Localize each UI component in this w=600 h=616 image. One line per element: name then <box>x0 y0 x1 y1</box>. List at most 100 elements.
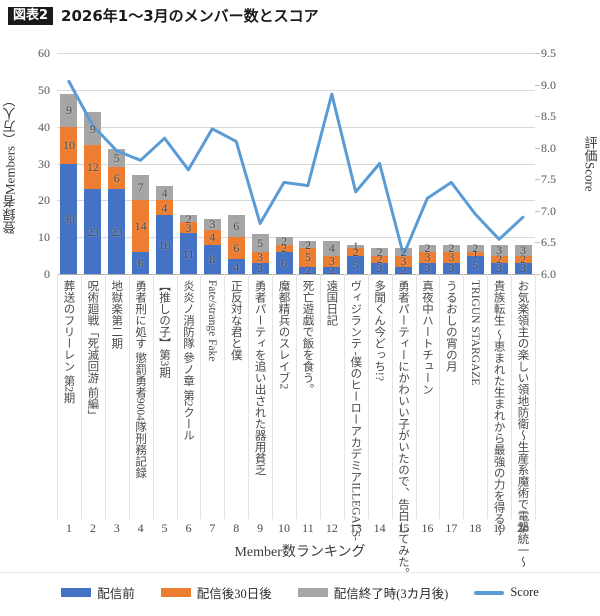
bar-value-label: 11 <box>182 246 195 261</box>
bar-segment: 4 <box>203 229 221 245</box>
legend-item[interactable]: Score <box>474 585 539 600</box>
y-axis-left-tick: 40 <box>38 119 50 134</box>
bar-value-label: 23 <box>86 224 99 239</box>
x-axis-category-label: 貴族転生 ～恵まれた生まれから最強の力を得る～ <box>492 280 505 536</box>
bar-column[interactable]: 4 4 16 <box>156 185 174 274</box>
x-axis-category-label: 遠国日記 <box>325 280 338 326</box>
x-axis-rank-tick: 4 <box>137 521 144 535</box>
page-title: 2026年1〜3月のメンバー数とスコア <box>61 7 319 25</box>
bar-segment: 10 <box>60 126 78 164</box>
bar-value-label: 5 <box>257 235 264 250</box>
bar-value-label: 2 <box>472 241 479 256</box>
bar-value-label: 5 <box>352 257 359 272</box>
legend-label: Score <box>510 585 539 599</box>
x-axis-rank-tick: 20 <box>517 521 530 535</box>
bar-segment: 16 <box>156 215 174 274</box>
bar-segment: 3 <box>179 222 197 234</box>
bar-value-label: 2 <box>448 241 455 256</box>
bar-value-label: 1 <box>352 239 359 254</box>
y-axis-left-tick: 60 <box>38 46 50 60</box>
x-axis-rank-tick: 11 <box>302 521 314 535</box>
bar-segment: 3 <box>251 261 269 276</box>
gridline <box>57 53 535 54</box>
y-axis-right-title: 評価Score <box>582 136 598 192</box>
x-axis-rank-tick: 15 <box>397 521 410 535</box>
bar-value-label: 4 <box>209 230 216 245</box>
x-axis-category-label: 炎炎ノ消防隊 參ノ章 第2クール <box>181 280 194 441</box>
y-axis-left-tick: 0 <box>44 267 50 281</box>
bar-column[interactable]: 2 3 11 <box>179 213 197 274</box>
bar-column[interactable]: 9 10 30 <box>60 93 78 274</box>
bar-segment: 2 <box>466 241 484 256</box>
bar-value-label: 2 <box>328 263 335 278</box>
category-separator <box>463 274 465 519</box>
y-axis-left-tick: 30 <box>38 156 50 171</box>
bar-value-label: 9 <box>89 121 96 136</box>
bar-value-label: 3 <box>257 261 264 276</box>
bar-segment: 2 <box>514 253 532 265</box>
x-axis-category-label: 魔都精兵のスレイブ2 <box>277 280 290 390</box>
bar-segment: 3 <box>371 262 389 274</box>
chart-title-bar: 図表2 2026年1〜3月のメンバー数とスコア <box>8 5 319 26</box>
bar-segment: 3 <box>490 261 508 276</box>
y-axis-right-tick: 7.5 <box>541 172 556 187</box>
bar-value-label: 2 <box>496 252 503 267</box>
bar-segment: 3 <box>418 250 436 265</box>
bar-value-label: 6 <box>233 219 240 234</box>
category-separator <box>439 274 441 519</box>
score-line-layer <box>67 79 525 257</box>
category-separator <box>248 274 250 519</box>
bar-segment: 2 <box>323 263 341 278</box>
bar-segment: 4 <box>156 200 174 216</box>
bar-value-label: 4 <box>328 241 335 256</box>
figure-badge: 図表2 <box>8 6 54 25</box>
category-separator <box>487 274 489 519</box>
bar-segment: 3 <box>514 261 532 276</box>
legend-label: 配信終了時(3カ月後) <box>333 587 449 601</box>
category-separator <box>296 274 297 519</box>
bar-segment: 6 <box>132 251 150 274</box>
legend-color-swatch <box>61 588 92 597</box>
legend-item[interactable]: 配信後30日後 <box>160 583 272 602</box>
y-axis-right-tick: 6.5 <box>541 235 556 250</box>
bar-column[interactable]: 9 12 23 <box>84 111 102 274</box>
x-axis-rank-tick: 8 <box>233 521 240 535</box>
y-axis-right-tickmark <box>535 274 540 275</box>
bar-column[interactable]: 7 14 6 <box>132 174 150 274</box>
bar-segment: 3 <box>323 255 341 267</box>
bar-segment: 4 <box>323 240 341 256</box>
bar-column[interactable]: 6 6 4 <box>227 215 245 274</box>
bar-value-label: 3 <box>424 250 431 265</box>
y-axis-right-tick: 7.0 <box>541 203 556 218</box>
legend-item[interactable]: 配信終了時(3カ月後) <box>297 583 449 602</box>
x-axis-rank-tick: 12 <box>325 521 338 535</box>
category-separator <box>415 274 417 519</box>
bar-segment: 2 <box>490 252 508 267</box>
bar-value-label: 2 <box>281 241 288 256</box>
bar-value-label: 3 <box>496 261 503 276</box>
bar-segment: 3 <box>395 255 413 267</box>
y-axis-right-tickmark <box>535 242 540 244</box>
bar-value-label: 16 <box>158 237 171 252</box>
bar-value-label: 4 <box>161 186 168 200</box>
bar-value-label: 2 <box>352 244 359 259</box>
bar-value-label: 12 <box>86 160 99 175</box>
bar-segment: 6 <box>227 215 245 238</box>
bar-segment: 1 <box>347 240 365 252</box>
legend-item[interactable]: 配信前 <box>61 583 135 602</box>
bar-value-label: 3 <box>520 261 527 276</box>
bar-column[interactable]: 5 6 23 <box>108 148 126 274</box>
